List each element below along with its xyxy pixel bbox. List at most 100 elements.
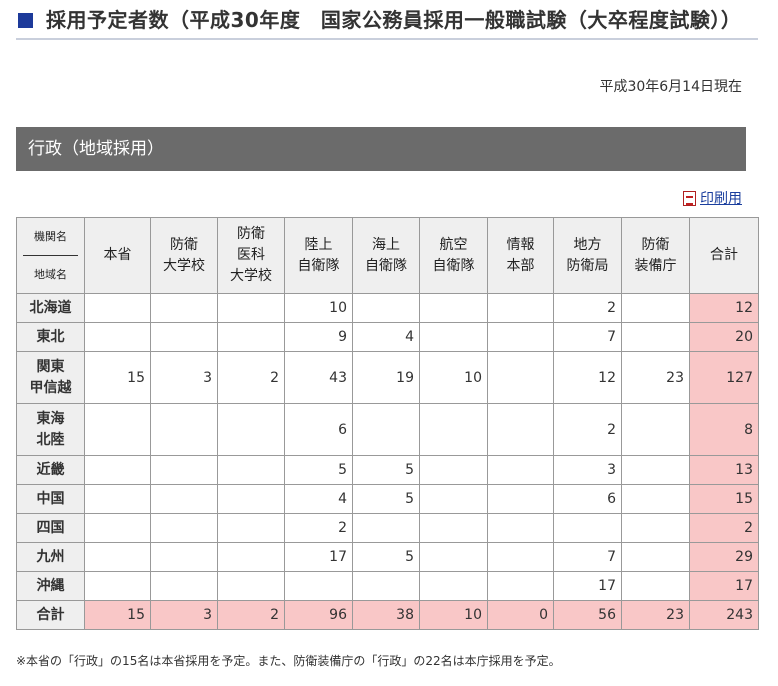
total-cell: 20 — [689, 322, 759, 352]
column-header: 防衛 医科 大学校 — [217, 217, 285, 294]
value-cell — [419, 571, 488, 601]
value-cell — [419, 322, 488, 352]
value-cell: 10 — [284, 293, 353, 323]
corner-region-label: 地域名 — [34, 268, 67, 281]
value-cell — [352, 403, 420, 456]
value-cell — [487, 571, 554, 601]
value-cell — [621, 571, 690, 601]
total-cell: 17 — [689, 571, 759, 601]
value-cell — [150, 542, 218, 572]
value-cell: 12 — [553, 351, 622, 404]
value-cell — [487, 455, 554, 485]
value-cell — [150, 293, 218, 323]
table-row: 東海 北陸 6 2 8 — [16, 403, 759, 456]
table-row: 沖縄 17 17 — [16, 571, 759, 601]
value-cell — [419, 403, 488, 456]
value-cell — [553, 513, 622, 543]
value-cell — [352, 513, 420, 543]
value-cell: 2 — [553, 293, 622, 323]
value-cell: 2 — [553, 403, 622, 456]
value-cell: 4 — [352, 322, 420, 352]
value-cell — [84, 455, 151, 485]
value-cell — [84, 322, 151, 352]
value-cell — [217, 513, 285, 543]
column-header: 合計 — [689, 217, 759, 294]
total-cell: 15 — [689, 484, 759, 514]
table-row: 四国 2 2 — [16, 513, 759, 543]
value-cell: 7 — [553, 542, 622, 572]
table-row: 九州 17 5 7 29 — [16, 542, 759, 572]
value-cell — [217, 484, 285, 514]
value-cell: 17 — [284, 542, 353, 572]
region-cell: 近畿 — [16, 455, 85, 485]
value-cell: 43 — [284, 351, 353, 404]
value-cell — [352, 293, 420, 323]
value-cell — [487, 513, 554, 543]
table-body: 北海道 10 2 12 東北 9 4 7 20 関東 甲信越 15 3 2 43 19 10 12 23 127 東海北… — [16, 293, 759, 630]
value-cell — [419, 293, 488, 323]
value-cell — [217, 322, 285, 352]
value-cell — [150, 403, 218, 456]
region-cell: 中国 — [16, 484, 85, 514]
column-header: 防衛 大学校 — [150, 217, 218, 294]
value-cell: 9 — [284, 322, 353, 352]
value-cell — [419, 455, 488, 485]
value-cell — [150, 455, 218, 485]
value-cell: 17 — [553, 571, 622, 601]
pdf-icon — [683, 190, 696, 206]
value-cell — [84, 542, 151, 572]
value-cell — [621, 513, 690, 543]
column-header: 情報 本部 — [487, 217, 554, 294]
value-cell — [150, 322, 218, 352]
table-row: 関東 甲信越 15 3 2 43 19 10 12 23 127 — [16, 351, 759, 404]
region-cell: 沖縄 — [16, 571, 85, 601]
value-cell — [621, 455, 690, 485]
section-heading: 行政（地域採用） — [16, 127, 746, 171]
value-cell: 5 — [352, 455, 420, 485]
corner-agency-label: 機関名 — [23, 218, 78, 256]
value-cell: 5 — [284, 455, 353, 485]
value-cell: 23 — [621, 600, 690, 630]
value-cell — [84, 484, 151, 514]
region-cell: 四国 — [16, 513, 85, 543]
region-cell: 合計 — [16, 600, 85, 630]
value-cell: 56 — [553, 600, 622, 630]
value-cell: 23 — [621, 351, 690, 404]
print-link[interactable]: 印刷用 — [683, 188, 742, 208]
value-cell — [217, 571, 285, 601]
value-cell — [487, 351, 554, 404]
value-cell — [84, 403, 151, 456]
value-cell — [621, 403, 690, 456]
total-row: 合計 15 3 2 96 38 10 0 56 23 243 — [16, 600, 759, 630]
value-cell — [284, 571, 353, 601]
value-cell: 15 — [84, 351, 151, 404]
region-cell: 九州 — [16, 542, 85, 572]
column-header: 海上 自衛隊 — [352, 217, 420, 294]
value-cell: 2 — [217, 351, 285, 404]
value-cell — [419, 513, 488, 543]
value-cell — [150, 513, 218, 543]
value-cell: 19 — [352, 351, 420, 404]
region-cell: 東北 — [16, 322, 85, 352]
print-link-label[interactable]: 印刷用 — [700, 191, 742, 207]
column-header: 航空 自衛隊 — [419, 217, 488, 294]
title-marker-icon — [18, 13, 33, 28]
value-cell — [487, 542, 554, 572]
value-cell: 2 — [217, 600, 285, 630]
value-cell — [217, 455, 285, 485]
value-cell: 3 — [150, 351, 218, 404]
value-cell — [621, 542, 690, 572]
region-cell: 北海道 — [16, 293, 85, 323]
as-of-date: 平成30年6月14日現在 — [599, 79, 742, 95]
value-cell — [217, 293, 285, 323]
value-cell: 10 — [419, 351, 488, 404]
value-cell: 3 — [150, 600, 218, 630]
value-cell — [84, 513, 151, 543]
total-cell: 12 — [689, 293, 759, 323]
value-cell — [419, 542, 488, 572]
value-cell — [217, 403, 285, 456]
column-header: 地方 防衛局 — [553, 217, 622, 294]
column-header: 本省 — [84, 217, 151, 294]
value-cell — [487, 484, 554, 514]
value-cell — [84, 571, 151, 601]
